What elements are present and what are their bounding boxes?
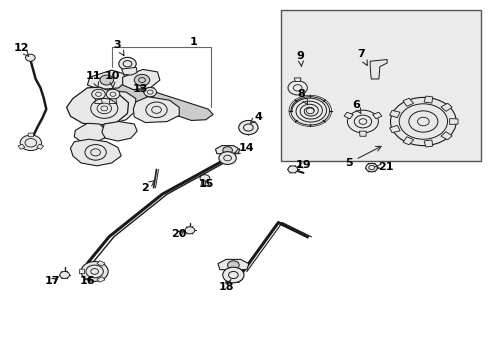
Text: 15: 15 xyxy=(199,179,214,189)
Polygon shape xyxy=(66,87,128,125)
Circle shape xyxy=(92,89,105,99)
Polygon shape xyxy=(109,99,117,103)
Polygon shape xyxy=(95,99,102,103)
Polygon shape xyxy=(18,144,25,149)
Polygon shape xyxy=(37,144,43,149)
Polygon shape xyxy=(74,123,106,143)
Polygon shape xyxy=(97,277,104,282)
Circle shape xyxy=(25,54,35,61)
Circle shape xyxy=(106,89,120,99)
Polygon shape xyxy=(108,84,213,121)
Text: 7: 7 xyxy=(357,49,366,66)
Polygon shape xyxy=(344,112,352,119)
Text: 3: 3 xyxy=(113,40,124,55)
Circle shape xyxy=(365,163,377,172)
Polygon shape xyxy=(372,112,381,119)
Text: 2: 2 xyxy=(141,180,154,193)
Circle shape xyxy=(143,87,156,97)
Polygon shape xyxy=(76,90,136,125)
Polygon shape xyxy=(218,260,248,270)
Polygon shape xyxy=(28,133,34,137)
Circle shape xyxy=(219,152,236,165)
Circle shape xyxy=(134,75,149,86)
Polygon shape xyxy=(102,122,137,141)
Polygon shape xyxy=(389,111,399,118)
Circle shape xyxy=(227,261,239,269)
Polygon shape xyxy=(133,97,179,123)
Circle shape xyxy=(223,267,244,283)
Text: 12: 12 xyxy=(13,43,29,56)
Polygon shape xyxy=(80,269,84,274)
Circle shape xyxy=(81,261,108,282)
Polygon shape xyxy=(449,118,457,125)
Polygon shape xyxy=(389,125,399,132)
Circle shape xyxy=(60,271,69,279)
Polygon shape xyxy=(201,181,208,185)
Circle shape xyxy=(184,227,194,234)
Bar xyxy=(280,10,480,161)
Text: 16: 16 xyxy=(80,276,95,286)
Text: 17: 17 xyxy=(45,276,60,286)
Text: 6: 6 xyxy=(351,100,360,113)
Polygon shape xyxy=(359,131,366,136)
Polygon shape xyxy=(402,137,413,145)
Polygon shape xyxy=(122,69,160,90)
Polygon shape xyxy=(369,59,386,79)
Circle shape xyxy=(238,121,258,135)
Text: 10: 10 xyxy=(104,71,120,87)
Text: 21: 21 xyxy=(374,162,393,171)
Polygon shape xyxy=(215,145,239,154)
Text: 14: 14 xyxy=(233,143,254,153)
Polygon shape xyxy=(70,139,121,166)
Circle shape xyxy=(119,57,136,70)
Text: 8: 8 xyxy=(297,89,307,105)
Text: 11: 11 xyxy=(86,71,101,87)
Polygon shape xyxy=(440,132,451,140)
Circle shape xyxy=(100,75,113,85)
Polygon shape xyxy=(97,261,104,266)
Polygon shape xyxy=(87,70,126,90)
Text: 18: 18 xyxy=(219,279,234,292)
Text: 19: 19 xyxy=(295,160,311,170)
Polygon shape xyxy=(294,78,301,81)
Polygon shape xyxy=(402,98,413,106)
Circle shape xyxy=(200,175,209,182)
Text: 5: 5 xyxy=(345,147,380,168)
Polygon shape xyxy=(423,96,432,103)
Text: 1: 1 xyxy=(189,37,197,47)
Polygon shape xyxy=(440,103,451,111)
Circle shape xyxy=(287,166,297,173)
Circle shape xyxy=(390,98,455,145)
Text: 4: 4 xyxy=(250,112,262,123)
Text: 9: 9 xyxy=(296,51,304,67)
Text: 20: 20 xyxy=(171,229,186,239)
Polygon shape xyxy=(423,140,432,147)
Polygon shape xyxy=(122,67,137,75)
Circle shape xyxy=(223,147,232,154)
Circle shape xyxy=(20,135,41,150)
Text: 13: 13 xyxy=(133,84,148,94)
